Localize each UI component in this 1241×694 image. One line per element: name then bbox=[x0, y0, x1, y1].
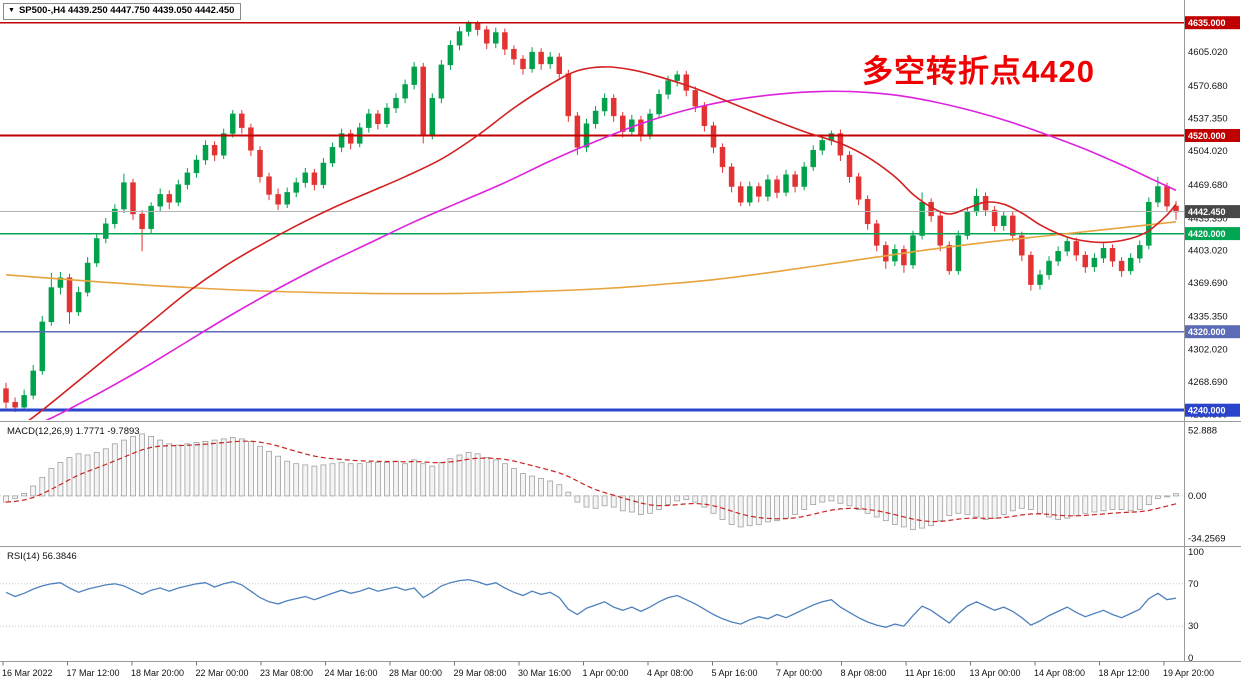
macd-signal-line bbox=[5, 440, 1177, 523]
svg-text:22 Mar 00:00: 22 Mar 00:00 bbox=[196, 668, 249, 678]
svg-text:14 Apr 08:00: 14 Apr 08:00 bbox=[1034, 668, 1085, 678]
svg-text:100: 100 bbox=[1188, 547, 1204, 558]
svg-text:4469.680: 4469.680 bbox=[1188, 180, 1228, 191]
ma-mid-line bbox=[45, 90, 1177, 420]
svg-text:4605.020: 4605.020 bbox=[1188, 47, 1228, 58]
svg-text:29 Mar 08:00: 29 Mar 08:00 bbox=[454, 668, 507, 678]
svg-text:11 Apr 16:00: 11 Apr 16:00 bbox=[905, 668, 955, 678]
svg-text:5 Apr 16:00: 5 Apr 16:00 bbox=[712, 668, 758, 678]
candles-layer bbox=[3, 20, 1179, 413]
svg-text:1 Apr 00:00: 1 Apr 00:00 bbox=[583, 668, 629, 678]
price-label-box bbox=[1185, 16, 1240, 30]
svg-text:0: 0 bbox=[1188, 653, 1193, 664]
svg-text:4369.690: 4369.690 bbox=[1188, 278, 1228, 289]
svg-text:4435.350: 4435.350 bbox=[1188, 214, 1228, 225]
svg-text:4 Apr 08:00: 4 Apr 08:00 bbox=[647, 668, 693, 678]
svg-text:4403.020: 4403.020 bbox=[1188, 245, 1228, 256]
svg-text:4635.000: 4635.000 bbox=[1188, 18, 1226, 28]
svg-text:4302.020: 4302.020 bbox=[1188, 344, 1228, 355]
svg-text:0.00: 0.00 bbox=[1188, 491, 1207, 502]
svg-text:4442.450: 4442.450 bbox=[1188, 207, 1226, 217]
svg-text:4268.690: 4268.690 bbox=[1188, 377, 1228, 388]
svg-text:4520.000: 4520.000 bbox=[1188, 131, 1226, 141]
svg-text:24 Mar 16:00: 24 Mar 16:00 bbox=[325, 668, 378, 678]
symbol-info-box[interactable]: ▼ SP500-,H4 4439.250 4447.750 4439.050 44… bbox=[3, 3, 242, 20]
svg-text:17 Mar 12:00: 17 Mar 12:00 bbox=[67, 668, 120, 678]
price-label-box bbox=[1185, 227, 1240, 241]
main-price-chart[interactable] bbox=[0, 20, 1184, 438]
svg-text:4537.350: 4537.350 bbox=[1188, 113, 1228, 124]
svg-text:7 Apr 00:00: 7 Apr 00:00 bbox=[776, 668, 822, 678]
rsi-panel[interactable] bbox=[0, 578, 1184, 628]
rsi-indicator-label: RSI(14) 56.3846 bbox=[7, 551, 77, 562]
time-axis[interactable]: 16 Mar 2022 17 Mar 12:00 18 Mar 20:00 22 Ma… bbox=[2, 661, 1214, 679]
svg-text:70: 70 bbox=[1188, 579, 1199, 590]
svg-text:23 Mar 08:00: 23 Mar 08:00 bbox=[260, 668, 313, 678]
svg-text:4420.000: 4420.000 bbox=[1188, 229, 1226, 239]
svg-text:28 Mar 00:00: 28 Mar 00:00 bbox=[389, 668, 442, 678]
svg-text:18 Mar 20:00: 18 Mar 20:00 bbox=[131, 668, 184, 678]
svg-text:-34.2569: -34.2569 bbox=[1188, 533, 1226, 544]
symbol-dropdown-icon[interactable]: ▼ bbox=[8, 7, 15, 14]
svg-text:4570.680: 4570.680 bbox=[1188, 81, 1228, 92]
svg-text:13 Apr 00:00: 13 Apr 00:00 bbox=[970, 668, 1021, 678]
chart-annotation-text: 多空转折点4420 bbox=[862, 54, 1095, 89]
ma-fast-line bbox=[28, 66, 1177, 420]
svg-text:52.888: 52.888 bbox=[1188, 425, 1217, 436]
svg-text:19 Apr 20:00: 19 Apr 20:00 bbox=[1163, 668, 1214, 678]
price-label-box bbox=[1185, 403, 1240, 417]
svg-text:30: 30 bbox=[1188, 621, 1199, 632]
rsi-line bbox=[5, 578, 1177, 628]
svg-text:30 Mar 16:00: 30 Mar 16:00 bbox=[518, 668, 571, 678]
svg-text:16 Mar 2022: 16 Mar 2022 bbox=[2, 668, 53, 678]
macd-indicator-label: MACD(12,26,9) 1.7771 -9.7893 bbox=[7, 426, 140, 437]
svg-text:4335.350: 4335.350 bbox=[1188, 312, 1228, 323]
svg-text:4504.020: 4504.020 bbox=[1188, 146, 1228, 157]
price-axis[interactable]: 4605.020 4570.680 4537.350 4504.020 4469.680… bbox=[1185, 16, 1240, 664]
ma-slow-line bbox=[5, 221, 1177, 295]
symbol-ohlc-text: SP500-,H4 4439.250 4447.750 4439.050 444… bbox=[18, 5, 235, 16]
svg-text:4240.000: 4240.000 bbox=[1188, 406, 1226, 416]
price-label-box bbox=[1185, 325, 1240, 339]
price-label-box bbox=[1185, 205, 1240, 219]
price-label-box bbox=[1185, 129, 1240, 142]
svg-text:4320.000: 4320.000 bbox=[1188, 327, 1226, 337]
svg-text:8 Apr 08:00: 8 Apr 08:00 bbox=[841, 668, 887, 678]
macd-panel[interactable] bbox=[0, 433, 1184, 530]
svg-text:18 Apr 12:00: 18 Apr 12:00 bbox=[1099, 668, 1150, 678]
